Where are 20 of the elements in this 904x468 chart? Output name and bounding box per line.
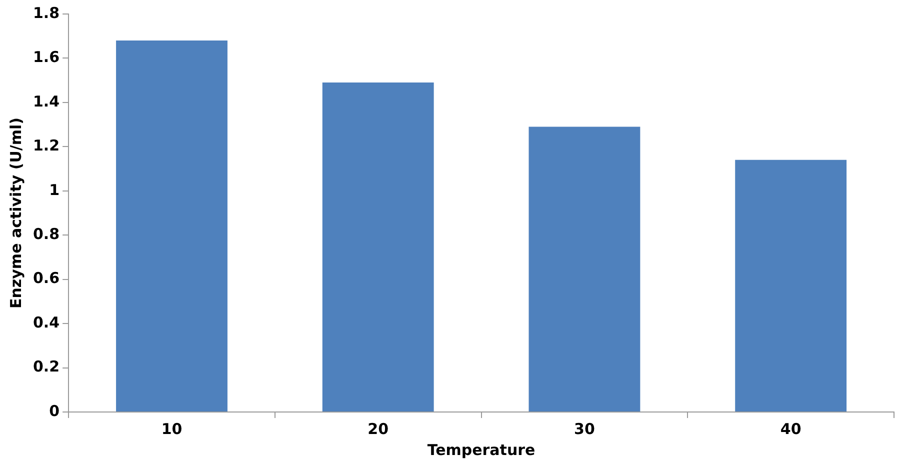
bar — [116, 40, 228, 412]
y-tick-label: 1.6 — [32, 48, 60, 66]
y-tick-label: 1.2 — [32, 136, 60, 155]
y-tick-label: 0.8 — [32, 225, 60, 243]
x-tick-label: 40 — [780, 420, 802, 438]
bar — [528, 126, 640, 412]
y-tick-label: 1.4 — [32, 92, 60, 110]
y-axis-title: Enzyme activity (U/ml) — [6, 117, 25, 309]
x-axis-title: Temperature — [427, 440, 536, 459]
x-tick-label: 20 — [368, 420, 389, 438]
x-tick-label: 30 — [574, 420, 595, 438]
x-tick-label: 10 — [161, 420, 182, 438]
y-tick-label: 0 — [49, 402, 60, 420]
y-tick-label: 0.6 — [32, 269, 60, 288]
y-tick-label: 0.2 — [32, 358, 60, 376]
bar — [322, 82, 434, 412]
y-tick-label: 1 — [49, 180, 60, 199]
y-tick-label: 0.4 — [32, 313, 60, 332]
bar — [735, 160, 847, 412]
y-tick-label: 1.8 — [32, 4, 60, 22]
